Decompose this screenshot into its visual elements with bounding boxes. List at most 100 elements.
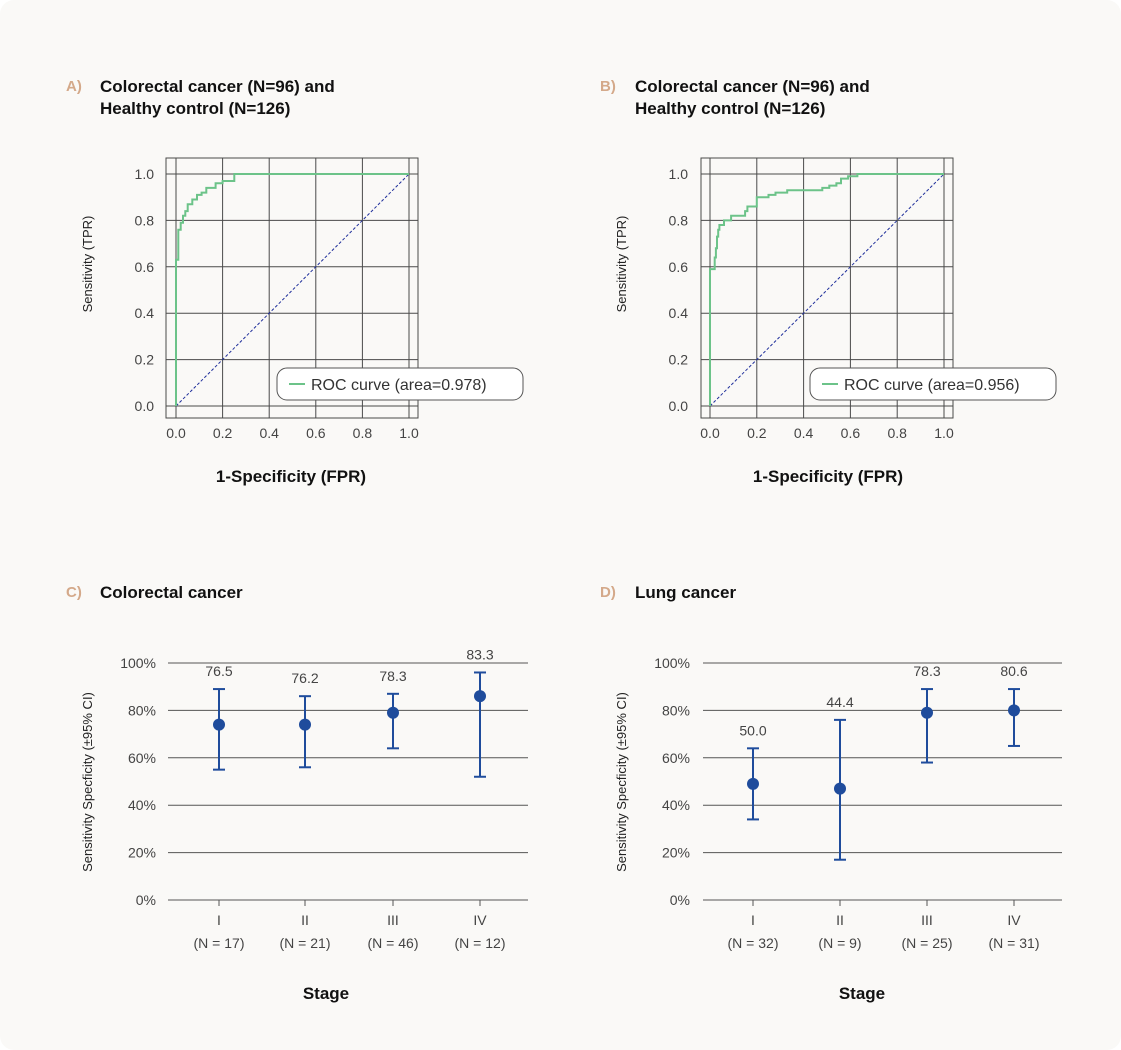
- err-c-point: [387, 706, 399, 719]
- panel-d-letter: D): [600, 584, 616, 601]
- err-c-data-label: 83.3: [466, 646, 493, 662]
- roc-b-xtick: 0.0: [700, 425, 720, 441]
- roc-b-frame: [700, 157, 954, 419]
- err-d-data-label: 50.0: [739, 722, 766, 738]
- panel-a-title: Colorectal cancer (N=96) and Healthy con…: [100, 76, 335, 120]
- err-c-category-n: (N = 12): [455, 935, 506, 951]
- err-d-data-label: 44.4: [826, 694, 853, 710]
- roc-a-ylabel: Sensitivity (TPR): [80, 216, 95, 313]
- panel-c-title: Colorectal cancer: [100, 582, 243, 604]
- roc-a-xtick: 0.8: [353, 425, 373, 441]
- roc-a-ytick: 1.0: [135, 166, 155, 182]
- roc-a-ytick: 0.4: [135, 305, 155, 321]
- panel-c-letter: C): [66, 584, 82, 601]
- panel-b-title-line2: Healthy control (N=126): [635, 99, 826, 118]
- err-c-ytick: 60%: [128, 750, 156, 766]
- roc-b-xtick: 0.4: [794, 425, 814, 441]
- panel-b-letter: B): [600, 78, 616, 95]
- panel-a-title-line2: Healthy control (N=126): [100, 99, 291, 118]
- err-c-data-label: 78.3: [379, 668, 406, 684]
- err-c-ytick: 40%: [128, 797, 156, 813]
- panel-b-title-line1: Colorectal cancer (N=96) and: [635, 77, 870, 96]
- err-c-category-n: (N = 17): [194, 935, 245, 951]
- err-c-category-label: IV: [473, 912, 487, 928]
- err-d-category-label: IV: [1007, 912, 1021, 928]
- roc-b-curve: [709, 173, 944, 406]
- roc-a-legend-box: [276, 367, 524, 401]
- err-c-category-n: (N = 21): [280, 935, 331, 951]
- err-c-point: [299, 718, 311, 731]
- roc-b-legend-label: ROC curve (area=0.956): [844, 377, 1020, 394]
- err-c-ytick: 100%: [120, 655, 156, 671]
- err-d-category-n: (N = 9): [818, 935, 861, 951]
- roc-b-ytick: 0.2: [669, 352, 689, 368]
- roc-a-curve: [175, 173, 409, 406]
- panel-d-title: Lung cancer: [635, 582, 736, 604]
- roc-a-xtick: 1.0: [399, 425, 419, 441]
- err-d-category-label: II: [836, 912, 844, 928]
- err-d-point: [834, 782, 846, 795]
- roc-b-ytick: 1.0: [669, 166, 689, 182]
- err-c-xlabel: Stage: [303, 984, 349, 1003]
- roc-b-xtick: 0.6: [841, 425, 861, 441]
- roc-b-xtick: 0.8: [887, 425, 907, 441]
- roc-a-xtick: 0.0: [166, 425, 186, 441]
- panel-d-title-line1: Lung cancer: [635, 583, 737, 602]
- err-c-data-label: 76.5: [205, 663, 232, 679]
- roc-a-ytick: 0.6: [135, 259, 155, 275]
- err-c-point: [213, 718, 225, 731]
- err-d-category-n: (N = 32): [728, 935, 779, 951]
- panel-a-letter: A): [66, 78, 82, 95]
- roc-a-frame: [165, 157, 419, 419]
- err-d-ytick: 60%: [662, 750, 690, 766]
- roc-b-ytick: 0.4: [669, 305, 689, 321]
- roc-a-legend-label: ROC curve (area=0.978): [311, 377, 487, 394]
- roc-b-xtick: 0.2: [747, 425, 767, 441]
- err-d-category-n: (N = 25): [902, 935, 953, 951]
- err-c-ylabel: Sensitivity Specficity (±95% CI): [80, 692, 95, 872]
- err-d-ylabel: Sensitivity Specficity (±95% CI): [614, 692, 629, 872]
- roc-a-xtick: 0.6: [306, 425, 326, 441]
- roc-b-ytick: 0.6: [669, 259, 689, 275]
- err-c-ytick: 80%: [128, 702, 156, 718]
- err-d-category-label: III: [921, 912, 933, 928]
- roc-a-ytick: 0.8: [135, 212, 155, 228]
- err-c-category-label: I: [217, 912, 221, 928]
- err-c-ytick: 0%: [136, 892, 156, 908]
- panel-c-title-line1: Colorectal cancer: [100, 583, 243, 602]
- err-d-ytick: 100%: [654, 655, 690, 671]
- roc-b-ylabel: Sensitivity (TPR): [614, 216, 629, 313]
- panel-a-title-line1: Colorectal cancer (N=96) and: [100, 77, 335, 96]
- err-d-ytick: 0%: [670, 892, 690, 908]
- err-c-category-n: (N = 46): [368, 935, 419, 951]
- err-c-ytick: 20%: [128, 845, 156, 861]
- roc-a-xtick: 0.4: [259, 425, 279, 441]
- err-c-point: [474, 690, 486, 703]
- roc-b-ytick: 0.0: [669, 398, 689, 414]
- err-d-ytick: 80%: [662, 702, 690, 718]
- roc-b-xtick: 1.0: [934, 425, 954, 441]
- panel-b-title: Colorectal cancer (N=96) and Healthy con…: [635, 76, 870, 120]
- err-d-ytick: 20%: [662, 845, 690, 861]
- err-d-data-label: 78.3: [913, 663, 940, 679]
- roc-a-xtick: 0.2: [213, 425, 233, 441]
- roc-b-xlabel: 1-Specificity (FPR): [753, 467, 903, 486]
- err-d-xlabel: Stage: [839, 984, 885, 1003]
- err-d-point: [921, 706, 933, 719]
- err-d-ytick: 40%: [662, 797, 690, 813]
- err-d-data-label: 80.6: [1000, 663, 1027, 679]
- err-c-category-label: III: [387, 912, 399, 928]
- roc-a-ytick: 0.0: [135, 398, 155, 414]
- roc-a-xlabel: 1-Specificity (FPR): [216, 467, 366, 486]
- roc-b-legend-box: [809, 367, 1057, 401]
- err-d-point: [747, 777, 759, 790]
- err-d-category-n: (N = 31): [989, 935, 1040, 951]
- roc-a-ytick: 0.2: [135, 352, 155, 368]
- err-c-category-label: II: [301, 912, 309, 928]
- err-c-data-label: 76.2: [291, 670, 318, 686]
- err-d-category-label: I: [751, 912, 755, 928]
- err-d-point: [1008, 704, 1020, 717]
- roc-b-ytick: 0.8: [669, 212, 689, 228]
